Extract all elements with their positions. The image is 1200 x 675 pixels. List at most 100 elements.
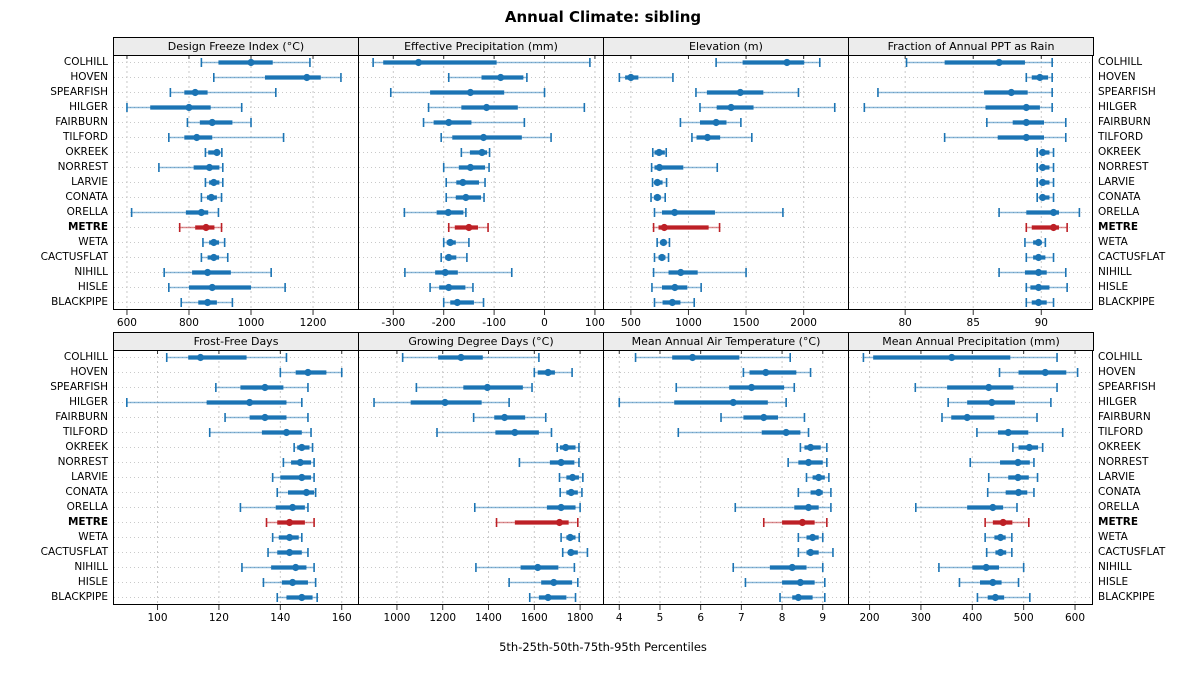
station-label: CONATA: [65, 191, 108, 203]
axis-tick-label: 5: [656, 612, 664, 624]
station-label: FAIRBURN: [1098, 411, 1151, 423]
station-label: HOVEN: [70, 366, 108, 378]
station-label: SPEARFISH: [50, 381, 108, 393]
station-label: CONATA: [65, 486, 108, 498]
station-label: HILGER: [69, 101, 108, 113]
station-label: WETA: [1098, 236, 1128, 248]
station-label: TILFORD: [1098, 131, 1144, 143]
station-label: OKREEK: [65, 146, 108, 158]
panel-header: Fraction of Annual PPT as Rain: [848, 37, 1094, 56]
axis-tick-label: 2000: [790, 317, 817, 329]
station-label: OKREEK: [1098, 146, 1141, 158]
x-axis-title: 5th-25th-50th-75th-95th Percentiles: [499, 640, 707, 654]
station-label: ORELLA: [1098, 206, 1140, 218]
axis-tick-label: 0: [541, 317, 548, 329]
panel-header-row: Design Freeze Index (°C) Effective Precip…: [113, 37, 1094, 56]
station-label: CONATA: [1098, 191, 1141, 203]
station-label: COLHILL: [63, 56, 108, 68]
station-label: NORREST: [1098, 161, 1149, 173]
station-label: WETA: [1098, 531, 1128, 543]
station-label: SPEARFISH: [50, 86, 108, 98]
station-label: NORREST: [57, 456, 108, 468]
station-label: HILGER: [1098, 396, 1137, 408]
station-label: HISLE: [77, 281, 108, 293]
station-label: LARVIE: [71, 176, 108, 188]
axis-tick-label: 8: [778, 612, 786, 624]
station-label: SPEARFISH: [1098, 86, 1156, 98]
station-label: NIHILL: [1098, 561, 1132, 573]
panel-header-row: Frost-Free Days Growing Degree Days (°C) M…: [113, 332, 1094, 351]
axis-tick-label: 1200: [429, 612, 457, 624]
station-label: TILFORD: [62, 131, 108, 143]
station-label: HOVEN: [1098, 71, 1136, 83]
station-label: CACTUSFLAT: [40, 251, 108, 263]
station-label: FAIRBURN: [55, 116, 108, 128]
station-label: OKREEK: [65, 441, 108, 453]
axis-tick-label: 90: [1034, 317, 1048, 329]
station-label: CACTUSFLAT: [40, 546, 108, 558]
station-label: TILFORD: [1098, 426, 1144, 438]
station-label: CACTUSFLAT: [1098, 251, 1166, 263]
station-label: NIHILL: [74, 561, 108, 573]
axis-tick-label: 1800: [566, 612, 594, 624]
station-label: ORELLA: [1098, 501, 1140, 513]
station-label: WETA: [78, 236, 108, 248]
plot-area-row-0: [113, 55, 1093, 315]
station-label: HILGER: [1098, 101, 1137, 113]
axis-tick-label: -300: [381, 317, 406, 329]
panel-header: Design Freeze Index (°C): [113, 37, 359, 56]
axis-tick-label: 6: [697, 612, 705, 624]
axis-tick-label: 1000: [237, 317, 265, 329]
station-label: ORELLA: [66, 206, 108, 218]
panel-header: Growing Degree Days (°C): [358, 332, 604, 351]
station-label: LARVIE: [1098, 471, 1135, 483]
plot-area-row-1: [113, 350, 1093, 610]
axis-tick-label: 140: [270, 612, 291, 624]
axis-tick-label: 120: [208, 612, 229, 624]
axis-tick-label: 1400: [475, 612, 502, 624]
axis-tick-label: 85: [966, 317, 980, 329]
station-label: COLHILL: [1098, 56, 1143, 68]
station-label: METRE: [1098, 516, 1139, 528]
station-label: COLHILL: [63, 351, 108, 363]
axis-tick-label: 1000: [383, 612, 411, 624]
axis-tick-label: 500: [1013, 612, 1034, 624]
panel-header: Effective Precipitation (mm): [358, 37, 604, 56]
station-label: METRE: [67, 516, 108, 528]
station-label: HOVEN: [1098, 366, 1136, 378]
station-label: METRE: [67, 221, 108, 233]
axis-tick-label: 1600: [520, 612, 548, 624]
axis-tick-label: 1000: [675, 317, 702, 329]
station-label: BLACKPIPE: [1098, 296, 1155, 308]
station-label: ORELLA: [66, 501, 108, 513]
axis-tick-label: -100: [482, 317, 507, 329]
axis-tick-label: 600: [116, 317, 137, 329]
axis-tick-label: 160: [331, 612, 352, 624]
station-label: HISLE: [77, 576, 108, 588]
station-label: TILFORD: [62, 426, 108, 438]
station-label: FAIRBURN: [55, 411, 108, 423]
station-label: NORREST: [1098, 456, 1149, 468]
station-label: BLACKPIPE: [1098, 591, 1155, 603]
axis-tick-label: -200: [431, 317, 456, 329]
station-label: CONATA: [1098, 486, 1141, 498]
station-label: OKREEK: [1098, 441, 1141, 453]
station-label: COLHILL: [1098, 351, 1143, 363]
axis-tick-label: 1500: [732, 317, 760, 329]
axis-tick-label: 7: [738, 612, 745, 624]
station-label: METRE: [1098, 221, 1139, 233]
station-label: HILGER: [69, 396, 108, 408]
station-label: CACTUSFLAT: [1098, 546, 1166, 558]
station-label: SPEARFISH: [1098, 381, 1156, 393]
axis-tick-label: 500: [620, 317, 641, 329]
station-label: FAIRBURN: [1098, 116, 1151, 128]
station-label: LARVIE: [71, 471, 108, 483]
page-title: Annual Climate: sibling: [504, 8, 702, 26]
axis-tick-label: 9: [819, 612, 827, 624]
panel-header: Mean Annual Air Temperature (°C): [603, 332, 849, 351]
axis-tick-label: 600: [1064, 612, 1086, 624]
axis-tick-label: 1200: [299, 317, 327, 329]
axis-tick-label: 100: [584, 317, 605, 329]
axis-tick-label: 80: [898, 317, 912, 329]
